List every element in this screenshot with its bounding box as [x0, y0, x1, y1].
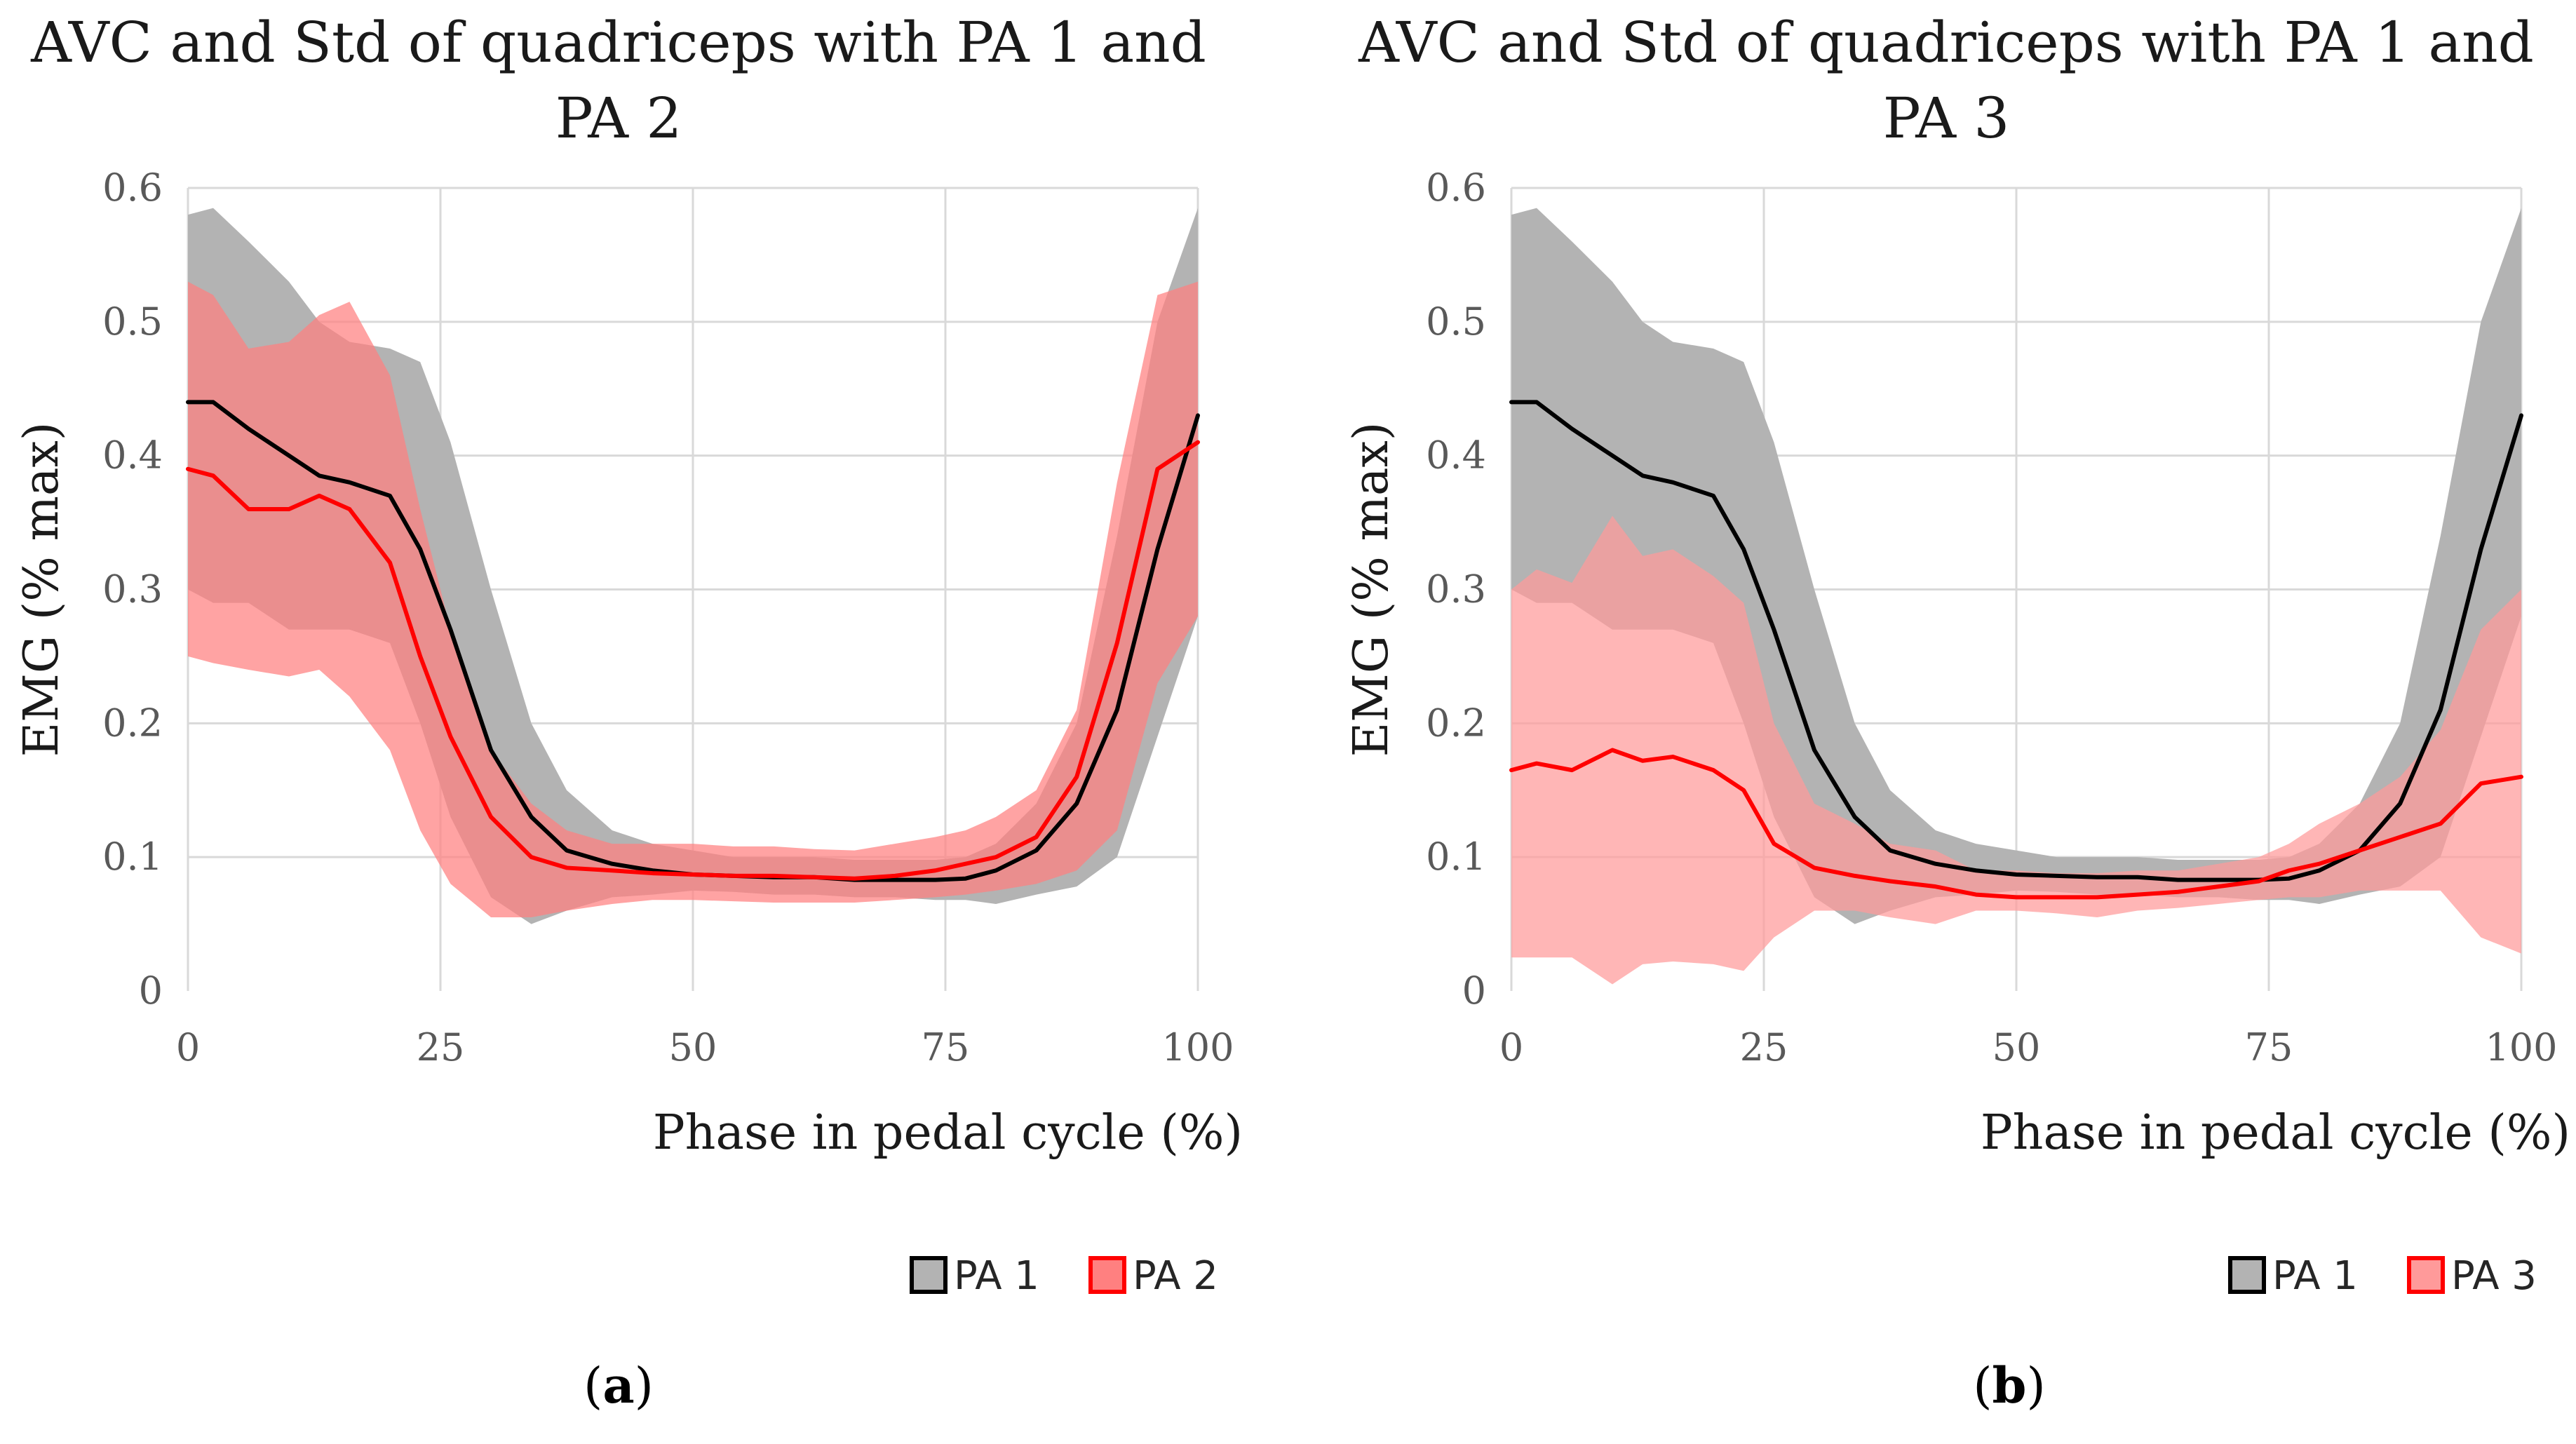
y-tick-label: 0	[1462, 969, 1486, 1013]
y-tick-label: 0.6	[102, 166, 163, 210]
y-axis-title: EMG (% max)	[14, 422, 69, 757]
legend-swatch	[1088, 1256, 1126, 1294]
chart-panel-b: AVC and Std of quadriceps with PA 1 and P…	[1344, 10, 2570, 1415]
x-tick-label: 100	[2485, 1025, 2557, 1069]
x-tick-label: 0	[1499, 1025, 1523, 1069]
y-tick-label: 0.2	[102, 701, 163, 745]
legend-swatch	[2407, 1256, 2445, 1294]
mean-line-pa-1	[1509, 400, 2523, 882]
mean-line-pa-3	[1509, 748, 2523, 900]
legend-swatch	[2228, 1256, 2266, 1294]
legend-label: PA 3	[2451, 1253, 2537, 1299]
x-axis-title: Phase in pedal cycle (%)	[1981, 1105, 2570, 1161]
y-tick-label: 0.1	[1426, 835, 1486, 879]
legend-item: PA 1	[2228, 1253, 2358, 1299]
legend-label: PA 1	[954, 1253, 1039, 1299]
y-tick-label: 0	[139, 969, 163, 1013]
y-tick-label: 0.3	[1426, 567, 1486, 612]
y-tick-label: 0.5	[102, 299, 163, 344]
std-band-pa-3	[1511, 515, 2521, 985]
x-tick-label: 25	[417, 1025, 465, 1069]
chart-title-line: PA 2	[555, 86, 682, 151]
x-tick-label: 100	[1161, 1025, 1234, 1069]
x-tick-label: 50	[669, 1025, 717, 1069]
x-tick-label: 0	[176, 1025, 200, 1069]
legend-swatch	[910, 1256, 948, 1294]
y-tick-label: 0.5	[1426, 299, 1486, 344]
x-tick-label: 75	[2245, 1025, 2293, 1069]
panel-caption: (b)	[1973, 1356, 2046, 1415]
y-tick-label: 0.6	[1426, 166, 1486, 210]
x-tick-label: 25	[1740, 1025, 1788, 1069]
x-tick-label: 50	[1992, 1025, 2041, 1069]
chart-title-line: AVC and Std of quadriceps with PA 1 and	[30, 10, 1206, 75]
legend-item: PA 3	[2407, 1253, 2537, 1299]
chart-panel-a: AVC and Std of quadriceps with PA 1 and P…	[14, 10, 1243, 1415]
x-tick-label: 75	[922, 1025, 970, 1069]
y-tick-label: 0.2	[1426, 701, 1486, 745]
y-tick-label: 0.3	[102, 567, 163, 612]
y-tick-label: 0.1	[102, 835, 163, 879]
chart-title-line: AVC and Std of quadriceps with PA 1 and	[1358, 10, 2534, 75]
chart-title-line: PA 3	[1883, 86, 2010, 151]
y-tick-label: 0.4	[1426, 433, 1486, 478]
legend-label: PA 1	[2272, 1253, 2358, 1299]
legend-label: PA 2	[1133, 1253, 1218, 1299]
y-tick-label: 0.4	[102, 433, 163, 478]
legend-item: PA 2	[1088, 1253, 1218, 1299]
y-axis-title: EMG (% max)	[1344, 422, 1399, 757]
std-band-pa-2	[188, 281, 1198, 918]
panel-caption: (a)	[584, 1356, 654, 1415]
mean-line-pa-2	[186, 440, 1200, 881]
x-axis-title: Phase in pedal cycle (%)	[653, 1105, 1243, 1161]
legend-item: PA 1	[910, 1253, 1039, 1299]
